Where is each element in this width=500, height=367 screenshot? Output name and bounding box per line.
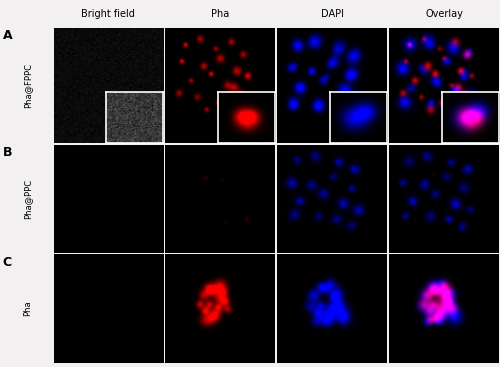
Text: Bright field: Bright field — [82, 9, 136, 19]
Text: Pha: Pha — [23, 301, 32, 316]
Text: C: C — [2, 256, 12, 269]
Text: Pha@PPC: Pha@PPC — [23, 179, 32, 219]
Text: B: B — [2, 146, 12, 159]
Text: A: A — [2, 29, 12, 42]
Text: Pha@FPPC: Pha@FPPC — [23, 63, 32, 108]
Text: Overlay: Overlay — [425, 9, 463, 19]
Text: DAPI: DAPI — [320, 9, 344, 19]
Text: Pha: Pha — [211, 9, 230, 19]
